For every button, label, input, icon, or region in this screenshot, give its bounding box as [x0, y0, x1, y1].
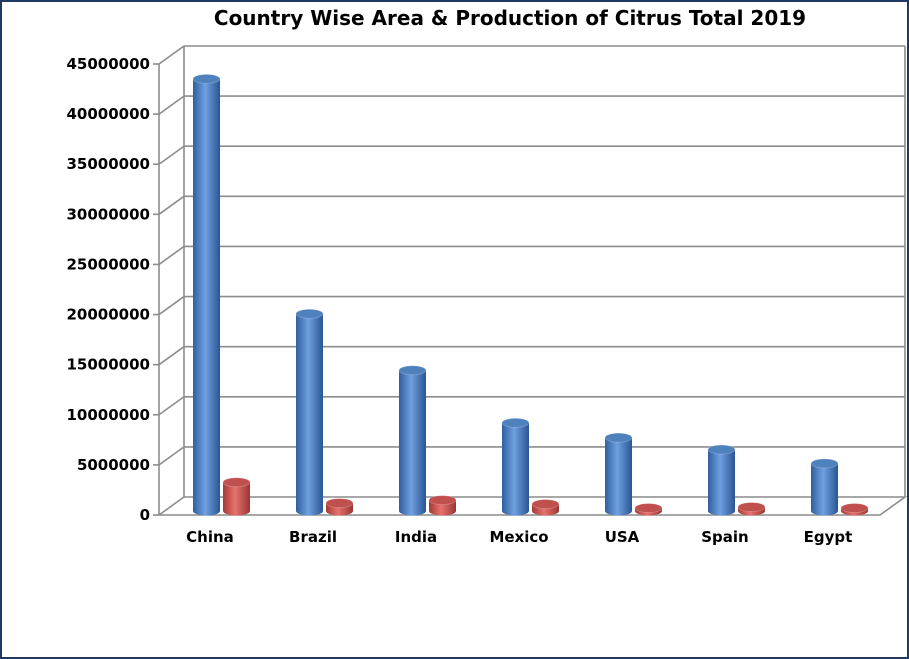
gridline-side — [158, 245, 185, 266]
bar-top — [531, 499, 560, 509]
y-tick-label: 30000000 — [67, 205, 151, 223]
y-tick-label: 0 — [140, 506, 150, 524]
bar — [428, 495, 457, 516]
gridline-side — [158, 195, 185, 215]
bars — [192, 73, 869, 516]
bar — [325, 498, 354, 516]
bar-top — [428, 495, 457, 505]
bar-body — [708, 449, 735, 516]
gridline-side — [158, 396, 185, 416]
y-tick-label: 40000000 — [67, 105, 151, 123]
bar-body — [193, 78, 220, 516]
y-tick-label: 10000000 — [67, 406, 151, 424]
x-tick-label: India — [395, 528, 437, 546]
gridline-side — [158, 95, 185, 115]
bar-body — [296, 313, 323, 516]
bar — [192, 73, 221, 516]
bar — [295, 308, 324, 516]
bar-body — [605, 437, 632, 516]
bar — [810, 458, 839, 516]
bar-top — [707, 444, 736, 455]
bar — [737, 502, 766, 516]
bar-top — [192, 73, 221, 84]
x-tick-label: Brazil — [289, 528, 337, 546]
x-tick-label: Mexico — [489, 528, 548, 546]
y-tick-label: 5000000 — [77, 456, 150, 474]
y-axis: 0 5000000 10000000 15000000 20000000 25000000… — [67, 55, 159, 524]
bar — [222, 477, 251, 516]
bar-body — [223, 482, 250, 516]
bar — [707, 444, 736, 516]
gridline-side — [158, 145, 185, 165]
bar-top — [398, 365, 427, 376]
bar-body — [502, 422, 529, 516]
y-tick-label: 45000000 — [67, 55, 151, 73]
gridline-side — [158, 446, 185, 466]
bar-body — [811, 463, 838, 516]
gridline-side — [158, 45, 185, 65]
bar-top — [222, 477, 251, 488]
x-axis: China Brazil India Mexico USA Spain Egypt — [186, 528, 852, 546]
x-tick-label: China — [186, 528, 234, 546]
x-tick-label: USA — [605, 528, 640, 546]
bar-top — [810, 458, 839, 469]
bar — [501, 417, 530, 516]
bar-body — [399, 370, 426, 516]
bar-top — [501, 417, 530, 428]
y-tick-label: 20000000 — [67, 306, 151, 324]
bar-top — [737, 502, 766, 512]
bar — [840, 503, 869, 516]
axes-frame — [156, 45, 908, 516]
y-tick-label: 35000000 — [67, 155, 151, 173]
bar — [634, 503, 663, 516]
bar-top — [634, 503, 663, 513]
bar-top — [840, 503, 869, 513]
bar-top — [604, 432, 633, 443]
gridline-side — [158, 346, 185, 366]
y-tick-label: 15000000 — [67, 356, 151, 374]
bar — [531, 499, 560, 516]
y-tick-label: 25000000 — [67, 255, 151, 273]
x-tick-label: Egypt — [804, 528, 853, 546]
x-tick-label: Spain — [701, 528, 748, 546]
chart-title: Country Wise Area & Production of Citrus… — [213, 6, 807, 30]
bar — [604, 432, 633, 516]
bar-top — [325, 498, 354, 508]
gridline-side — [158, 295, 185, 316]
bar — [398, 365, 427, 516]
bar-top — [295, 308, 324, 319]
